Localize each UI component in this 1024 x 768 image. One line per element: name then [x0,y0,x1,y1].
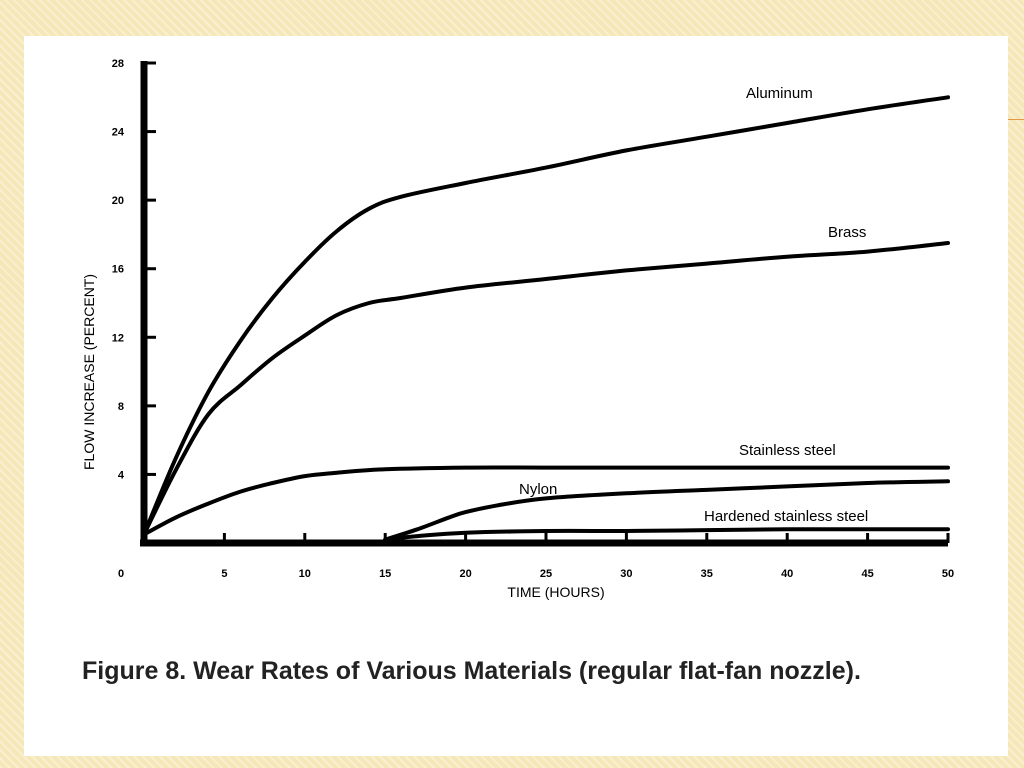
x-tick-label: 45 [861,568,873,580]
x-tick-label: 50 [942,568,954,580]
series-line-nylon [383,479,950,542]
y-tick-label: 20 [112,195,124,207]
series-line-aluminum [142,95,950,537]
series-lines [142,95,950,542]
series-label-stainless-steel: Stainless steel [739,442,836,459]
x-tick-label: 40 [781,568,793,580]
series-label-nylon: Nylon [519,481,557,498]
axes: 4 8 12 16 20 24 28 5 10 15 20 25 30 35 40 45 50 [112,58,954,580]
x-tick-label: 15 [379,568,391,580]
y-tick-label: 4 [118,469,125,481]
series-label-aluminum: Aluminum [746,85,813,102]
x-tick-label: 10 [299,568,311,580]
series-label-hardened-stainless-steel: Hardened stainless steel [704,508,868,525]
slide: 4 8 12 16 20 24 28 5 10 15 20 25 30 35 40 45 50 Aluminum… [24,36,1008,756]
y-tick-label: 24 [112,127,125,139]
series-line-stainless-steel [142,465,950,537]
wear-rate-chart: 4 8 12 16 20 24 28 5 10 15 20 25 30 35 40 45 50 Aluminum… [81,58,954,600]
series-line-brass [142,241,950,537]
origin-label: 0 [118,568,124,580]
x-axis-title: TIME (HOURS) [507,584,604,600]
x-tick-label: 30 [620,568,632,580]
x-tick-label: 25 [540,568,552,580]
x-tick-label: 20 [459,568,471,580]
y-tick-label: 8 [118,401,124,413]
figure-caption: Figure 8. Wear Rates of Various Material… [82,657,861,685]
accent-line [1008,119,1024,120]
x-tick-label: 5 [221,568,227,580]
x-tick-label: 35 [701,568,713,580]
series-labels: Aluminum Brass Stainless steel Nylon Hardene… [519,85,868,525]
y-axis-title: FLOW INCREASE (PERCENT) [81,274,97,470]
series-line-hardened-stainless-steel [383,527,950,542]
series-label-brass: Brass [828,224,866,241]
y-tick-label: 16 [112,264,124,276]
y-tick-label: 28 [112,58,124,70]
y-tick-label: 12 [112,332,124,344]
